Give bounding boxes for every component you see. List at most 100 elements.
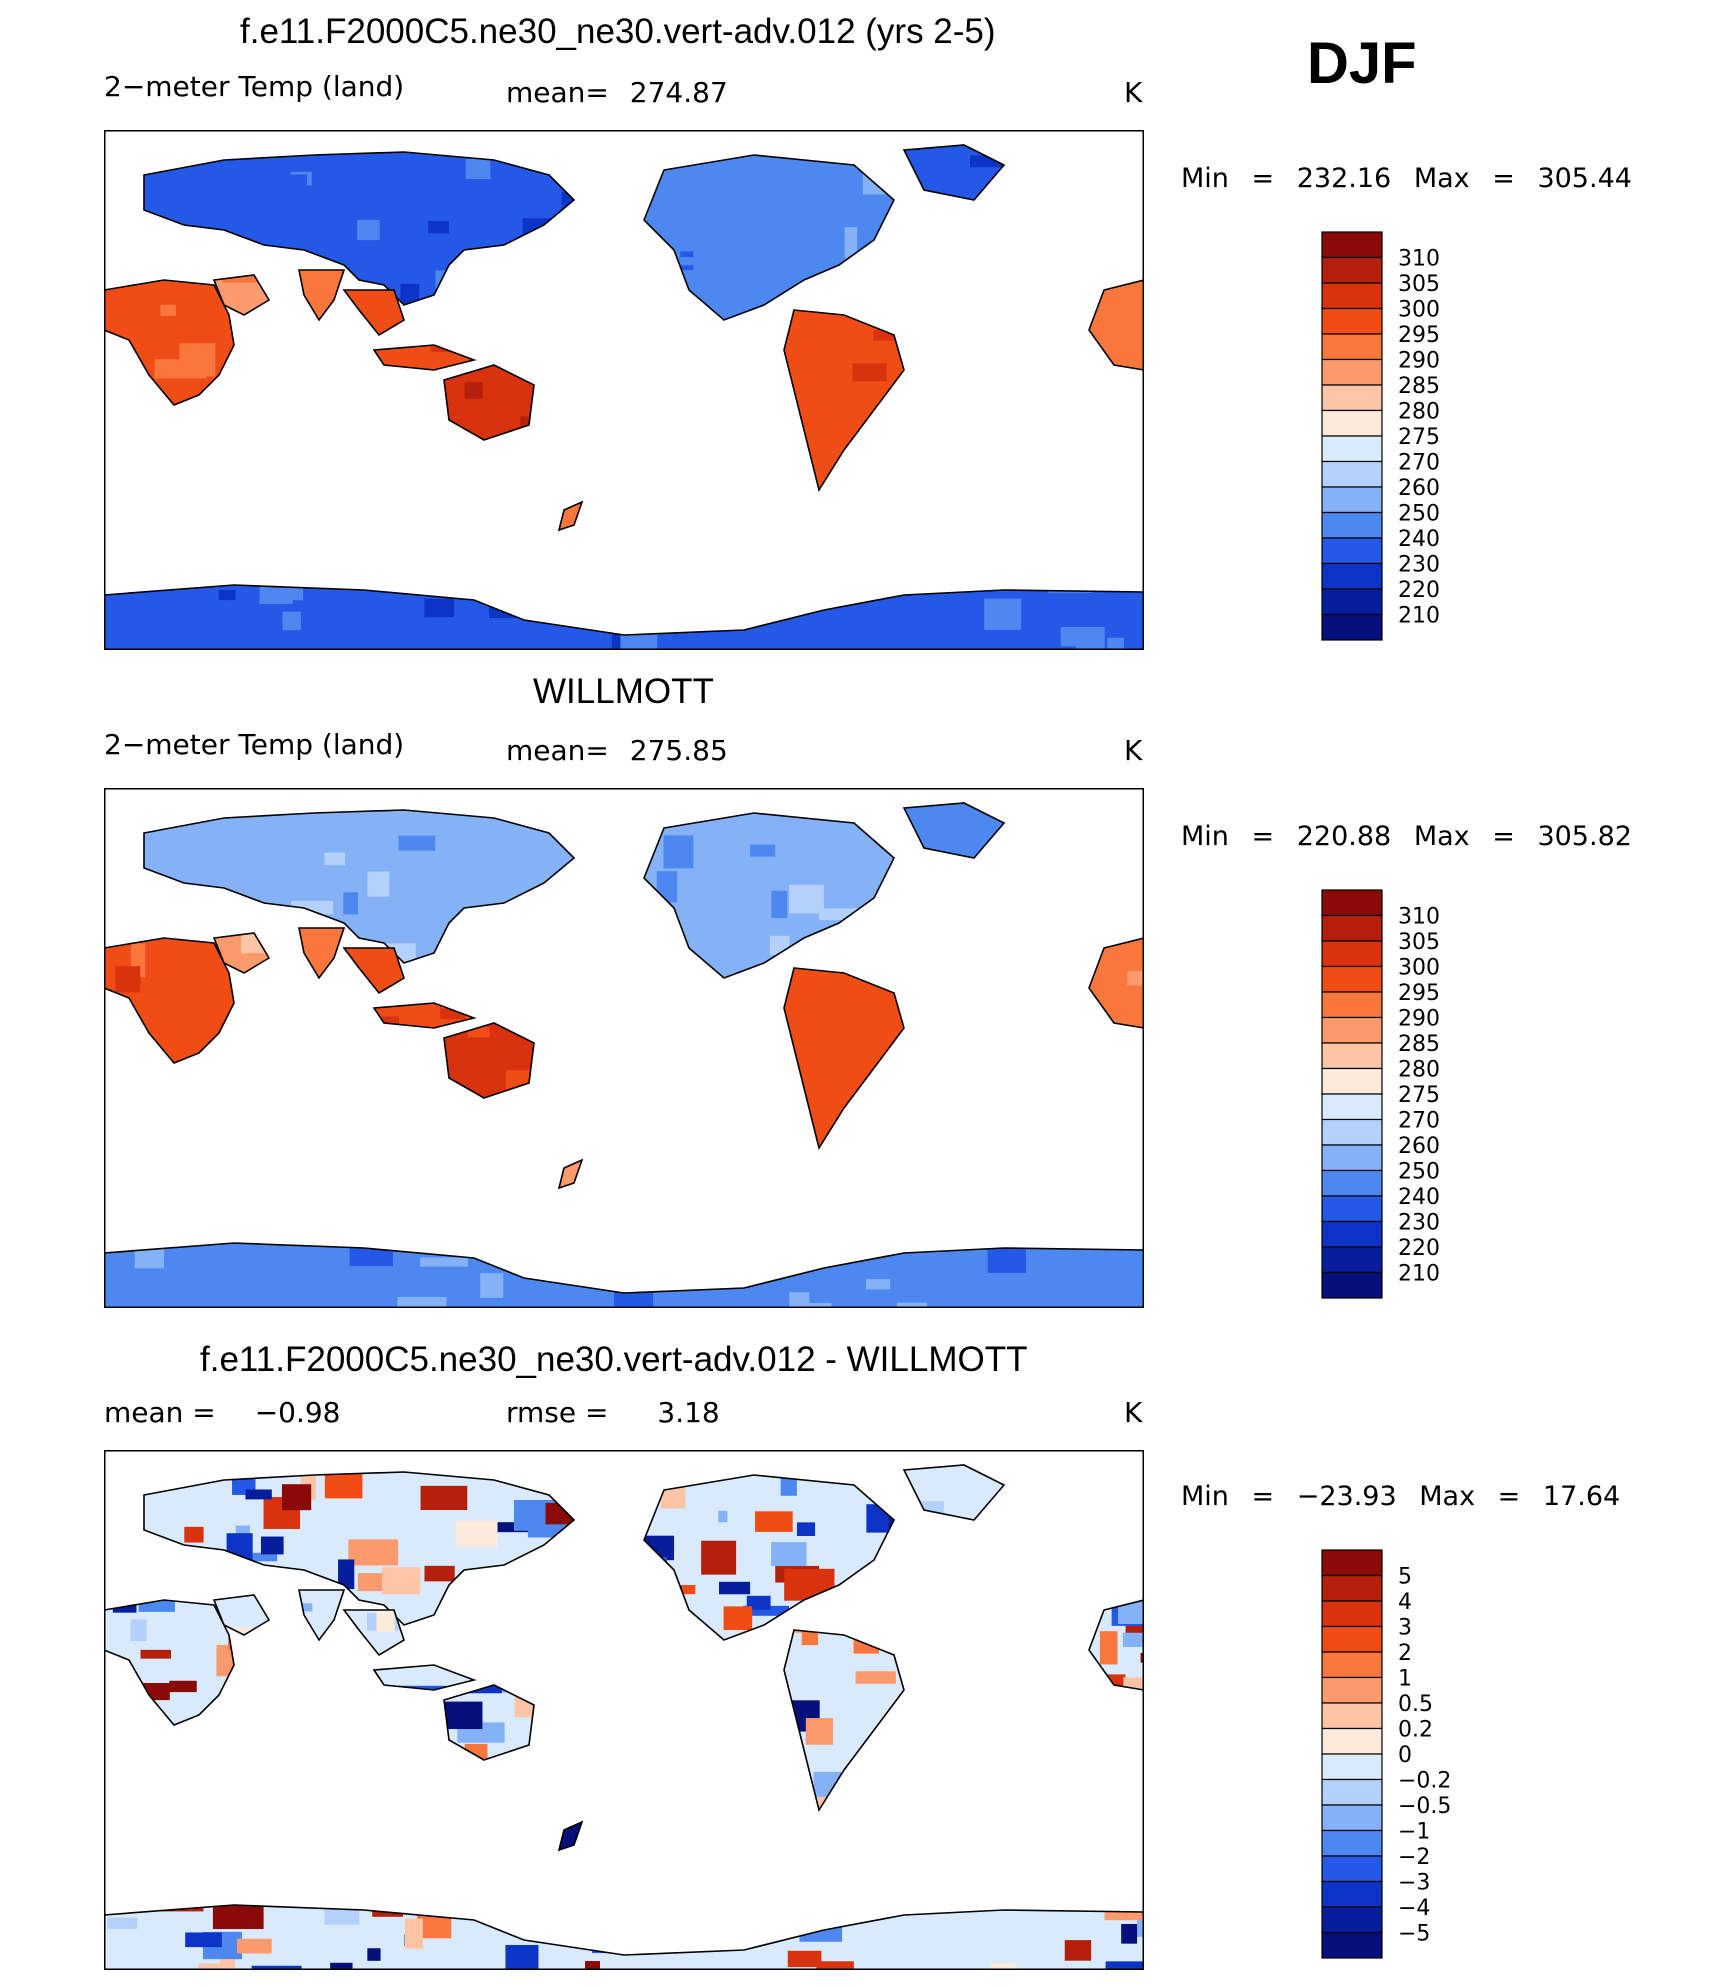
- coastline: [643, 154, 895, 321]
- coastline: [643, 1474, 895, 1641]
- colorbar-tick-label: 300: [1398, 298, 1440, 323]
- colorbar-box: [1321, 435, 1383, 463]
- map-diff: [104, 1450, 1144, 1970]
- colorbar-tick-label: −5: [1398, 1922, 1430, 1947]
- colorbar-box: [1321, 1855, 1383, 1883]
- colorbar-tick-label: 300: [1398, 956, 1440, 981]
- colorbar-box: [1321, 914, 1383, 942]
- coastline: [104, 1904, 1144, 1970]
- colorbar-tick-label: 230: [1398, 1211, 1440, 1236]
- coastline: [443, 364, 535, 441]
- coastline: [143, 1471, 576, 1626]
- coastline: [902, 1464, 1006, 1521]
- coastline: [212, 932, 271, 974]
- coastline: [1088, 1599, 1144, 1691]
- colorbar-tick-label: −2: [1398, 1845, 1430, 1870]
- colorbar-tick-label: 0: [1398, 1743, 1412, 1768]
- colorbar-box: [1321, 1220, 1383, 1248]
- colorbar-box: [1321, 1753, 1383, 1781]
- colorbar-box: [1321, 1778, 1383, 1806]
- variable-label: 2−meter Temp (land): [104, 70, 405, 103]
- colorbar-box: [1321, 256, 1383, 284]
- map-model: [104, 130, 1144, 650]
- coastline: [298, 269, 346, 322]
- min-label: Min: [1181, 821, 1229, 852]
- colorbar-box: [1321, 1829, 1383, 1857]
- colorbar-box: [1321, 1042, 1383, 1070]
- colorbar-tick-label: 285: [1398, 374, 1440, 399]
- colorbar-box: [1321, 1169, 1383, 1197]
- rmse-value: 3.18: [657, 1396, 720, 1429]
- map-frame: [104, 1450, 1144, 1970]
- colorbar-tick-label: 2: [1398, 1641, 1412, 1666]
- colorbar-box: [1321, 511, 1383, 539]
- mean-value: 275.85: [629, 734, 728, 767]
- colorbar-tick-label: 285: [1398, 1032, 1440, 1057]
- min-value: −23.93: [1296, 1481, 1397, 1512]
- colorbar-tick-label: 0.2: [1398, 1718, 1433, 1743]
- colorbar-box: [1321, 1727, 1383, 1755]
- max-value: 305.82: [1537, 821, 1632, 852]
- colorbar-box: [1321, 588, 1383, 616]
- units-label: K: [1124, 1396, 1143, 1429]
- colorbar-tick-label: 250: [1398, 1160, 1440, 1185]
- coastline: [143, 151, 576, 306]
- colorbar-tick-label: 1: [1398, 1667, 1412, 1692]
- colorbar-box: [1321, 1144, 1383, 1172]
- mean-label: mean =: [104, 1396, 216, 1429]
- units-label: K: [1124, 734, 1143, 767]
- coastline: [372, 1664, 477, 1691]
- panel-title: f.e11.F2000C5.ne30_ne30.vert-adv.012 (yr…: [240, 12, 996, 51]
- minmax-readout: Min = 232.16 Max = 305.44: [1181, 163, 1632, 194]
- colorbar-tick-label: 280: [1398, 400, 1440, 425]
- colorbar-box: [1321, 486, 1383, 514]
- colorbar-tick-label: −0.2: [1398, 1769, 1451, 1794]
- colorbar-tick-label: 295: [1398, 323, 1440, 348]
- colorbar-tick-label: 280: [1398, 1058, 1440, 1083]
- coastline: [104, 279, 235, 406]
- colorbar-box: [1321, 460, 1383, 488]
- colorbar-tick-label: −0.5: [1398, 1794, 1451, 1819]
- colorbar-tick-label: 270: [1398, 451, 1440, 476]
- coastline: [342, 1609, 405, 1657]
- mean-stat: mean= 274.87: [506, 76, 728, 109]
- colorbar-tick-label: 210: [1398, 604, 1440, 629]
- colorbar-tick-label: −3: [1398, 1871, 1430, 1896]
- max-label: Max: [1413, 821, 1470, 852]
- colorbar-box: [1321, 1906, 1383, 1934]
- colorbar-tick-label: 290: [1398, 1007, 1440, 1032]
- panel-title: WILLMOTT: [533, 672, 714, 711]
- colorbar-tick-label: 275: [1398, 1083, 1440, 1108]
- colorbar-tick-label: 240: [1398, 1185, 1440, 1210]
- coastline: [143, 809, 576, 964]
- mean-label: mean=: [506, 734, 609, 767]
- colorbar-box: [1321, 1016, 1383, 1044]
- max-value: 17.64: [1542, 1481, 1621, 1512]
- min-value: 220.88: [1296, 821, 1392, 852]
- units-label: K: [1124, 76, 1143, 109]
- panel-title: f.e11.F2000C5.ne30_ne30.vert-adv.012 - W…: [200, 1340, 1028, 1379]
- min-label: Min: [1181, 1481, 1229, 1512]
- colorbar-tick-label: 260: [1398, 1134, 1440, 1159]
- colorbar-box: [1321, 1931, 1383, 1959]
- colorbar-box: [1321, 1625, 1383, 1653]
- minmax-readout: Min = −23.93 Max = 17.64: [1181, 1481, 1621, 1512]
- colorbar-box: [1321, 282, 1383, 310]
- colorbar-box: [1321, 1118, 1383, 1146]
- coastline: [643, 812, 895, 979]
- colorbar-box: [1321, 307, 1383, 335]
- coastline: [372, 1002, 477, 1029]
- mean-label: mean=: [506, 76, 609, 109]
- rmse-label: rmse =: [506, 1396, 609, 1429]
- coastline: [104, 937, 235, 1064]
- coastline: [342, 947, 405, 995]
- colorbar-tick-label: −1: [1398, 1820, 1430, 1845]
- colorbar-tick-label: 310: [1398, 247, 1440, 272]
- colorbar-tick-label: 305: [1398, 930, 1440, 955]
- colorbar-box: [1321, 1702, 1383, 1730]
- colorbar-box: [1321, 358, 1383, 386]
- colorbar-box: [1321, 889, 1383, 917]
- colorbar-box: [1321, 1600, 1383, 1628]
- coastline: [104, 1242, 1144, 1308]
